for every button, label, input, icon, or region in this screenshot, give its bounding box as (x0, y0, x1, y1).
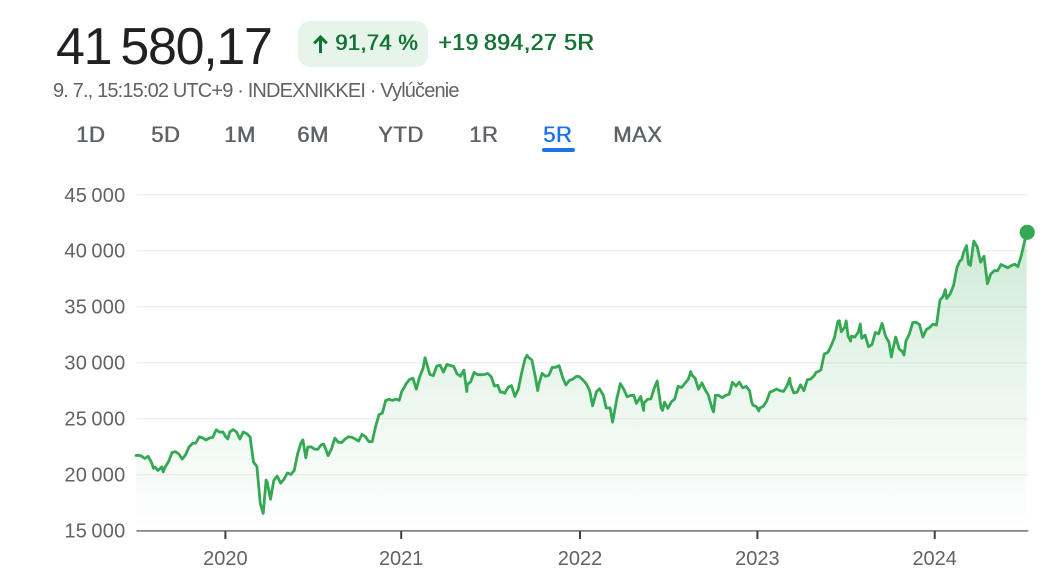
svg-text:20 000: 20 000 (64, 465, 125, 487)
svg-text:30 000: 30 000 (64, 353, 125, 375)
svg-text:45 000: 45 000 (64, 185, 125, 207)
svg-text:2021: 2021 (379, 548, 424, 570)
svg-text:35 000: 35 000 (64, 297, 125, 319)
svg-text:2024: 2024 (912, 548, 957, 570)
svg-text:25 000: 25 000 (64, 409, 125, 431)
svg-text:2023: 2023 (735, 548, 780, 570)
svg-text:15 000: 15 000 (64, 521, 125, 543)
svg-text:2020: 2020 (203, 548, 248, 570)
svg-text:40 000: 40 000 (64, 241, 125, 263)
svg-text:2022: 2022 (558, 548, 603, 570)
